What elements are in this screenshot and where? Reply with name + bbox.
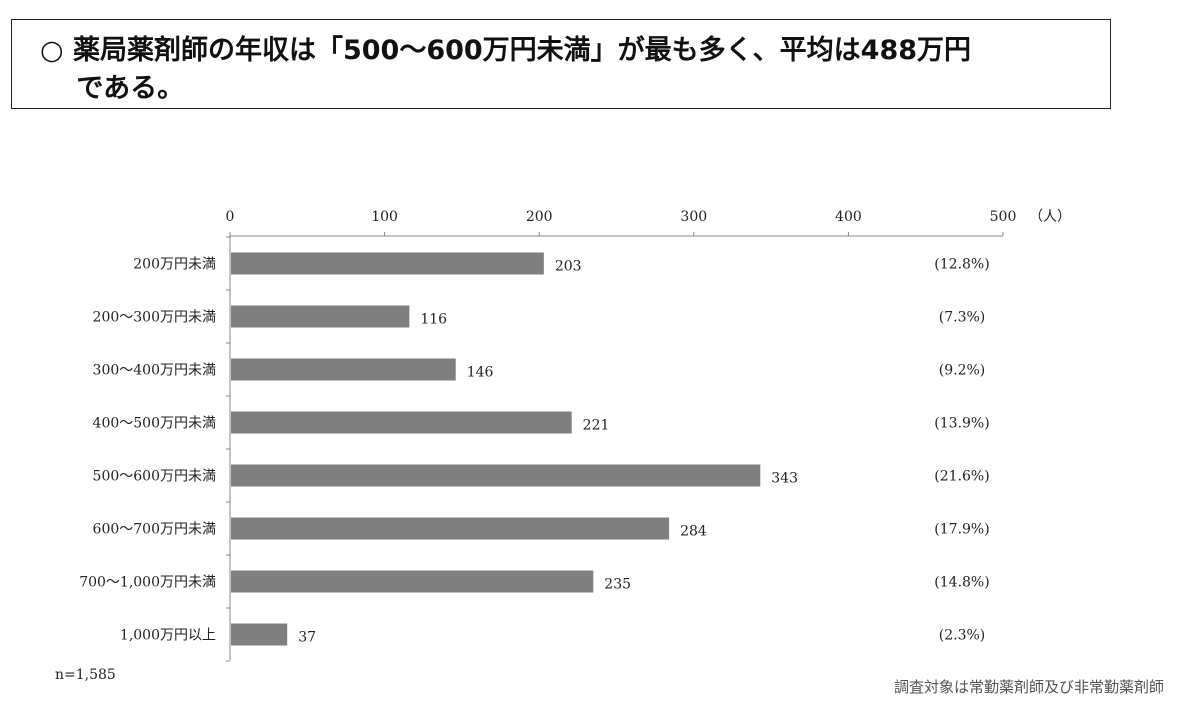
value-label: 203 — [555, 259, 582, 275]
x-tick-label: 400 — [835, 209, 862, 225]
headline-box: ○ 薬局薬剤師の年収は「500～600万円未満」が最も多く、平均は488万円 で… — [11, 19, 1111, 109]
value-label: 343 — [771, 471, 798, 487]
bar — [231, 623, 288, 646]
labels: 200万円未満 203 (12.8%) 200～300万円未満 116 (7.3%) 300… — [79, 257, 990, 646]
bar — [231, 464, 761, 487]
headline-text: ○ 薬局薬剤師の年収は「500～600万円未満」が最も多く、平均は488万円 で… — [40, 35, 972, 104]
percent-label: (21.6%) — [934, 469, 989, 485]
bars — [231, 252, 761, 646]
percent-label: (14.8%) — [934, 575, 989, 591]
x-axis: 0 100 200 300 400 500 （人） — [226, 209, 1071, 237]
x-tick-label: 500 — [990, 209, 1017, 225]
value-label: 284 — [680, 524, 707, 540]
percent-label: (13.9%) — [934, 416, 989, 432]
x-tick-label: 0 — [226, 209, 235, 225]
category-label: 300～400万円未満 — [93, 363, 216, 379]
unit-label: （人） — [1029, 209, 1071, 225]
category-label: 700～1,000万円未満 — [79, 575, 216, 591]
bar — [231, 358, 456, 381]
value-label: 235 — [604, 577, 631, 593]
category-label: 200万円未満 — [133, 257, 216, 273]
percent-label: (12.8%) — [934, 257, 989, 273]
category-label: 1,000万円以上 — [120, 628, 216, 644]
category-label: 500～600万円未満 — [93, 469, 216, 485]
value-label: 221 — [583, 418, 610, 434]
x-tick-label: 200 — [526, 209, 553, 225]
x-tick-label: 100 — [371, 209, 398, 225]
survey-target-note: 調査対象は常勤薬剤師及び非常勤薬剤師 — [893, 678, 1164, 696]
category-label: 200～300万円未満 — [93, 310, 216, 326]
y-axis — [226, 236, 231, 662]
percent-label: (2.3%) — [939, 628, 986, 644]
value-label: 146 — [467, 365, 494, 381]
value-label: 116 — [420, 312, 447, 328]
percent-label: (9.2%) — [939, 363, 986, 379]
percent-label: (17.9%) — [934, 522, 989, 538]
bar — [231, 305, 410, 328]
category-label: 600～700万円未満 — [93, 522, 216, 538]
bar — [231, 517, 670, 540]
x-tick-label: 300 — [680, 209, 707, 225]
bar — [231, 252, 544, 275]
sample-size-note: n=1,585 — [55, 667, 116, 683]
bar — [231, 570, 594, 593]
bar — [231, 411, 572, 434]
percent-label: (7.3%) — [939, 310, 986, 326]
category-label: 400～500万円未満 — [93, 416, 216, 432]
value-label: 37 — [298, 630, 316, 646]
